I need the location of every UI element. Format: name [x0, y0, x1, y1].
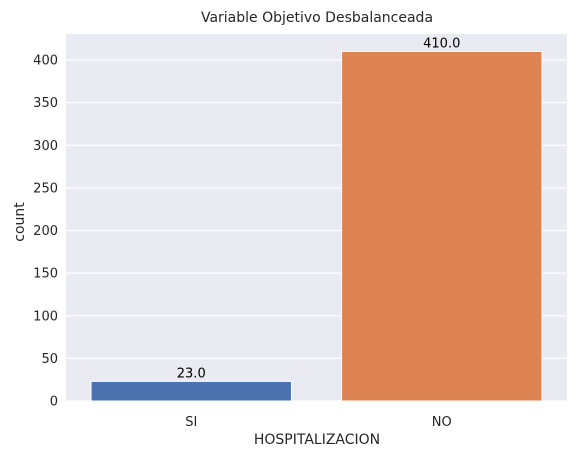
x-tick-label: SI	[185, 415, 197, 430]
y-tick-label: 0	[50, 395, 58, 410]
y-axis-label: count	[12, 202, 28, 242]
y-tick-label: 400	[33, 54, 58, 69]
y-axis-ticks: 0 50 100 150 200 250 300 350 400	[33, 54, 58, 410]
data-labels: 23.0 410.0	[177, 36, 461, 381]
y-tick-label: 50	[41, 352, 58, 367]
y-tick-label: 250	[33, 181, 58, 196]
y-tick-label: 350	[33, 96, 58, 111]
y-tick-label: 150	[33, 267, 58, 282]
data-label: 23.0	[177, 366, 206, 381]
y-tick-label: 200	[33, 224, 58, 239]
data-label: 410.0	[423, 36, 460, 51]
x-tick-label: NO	[432, 415, 452, 430]
bars	[90, 50, 543, 402]
bar-no	[341, 50, 543, 402]
x-axis-ticks: SI NO	[185, 415, 452, 430]
x-axis-label: HOSPITALIZACION	[254, 432, 380, 448]
y-tick-label: 100	[33, 309, 58, 324]
chart-title: Variable Objetivo Desbalanceada	[201, 10, 433, 26]
bar-si	[90, 380, 292, 402]
y-tick-label: 300	[33, 139, 58, 154]
